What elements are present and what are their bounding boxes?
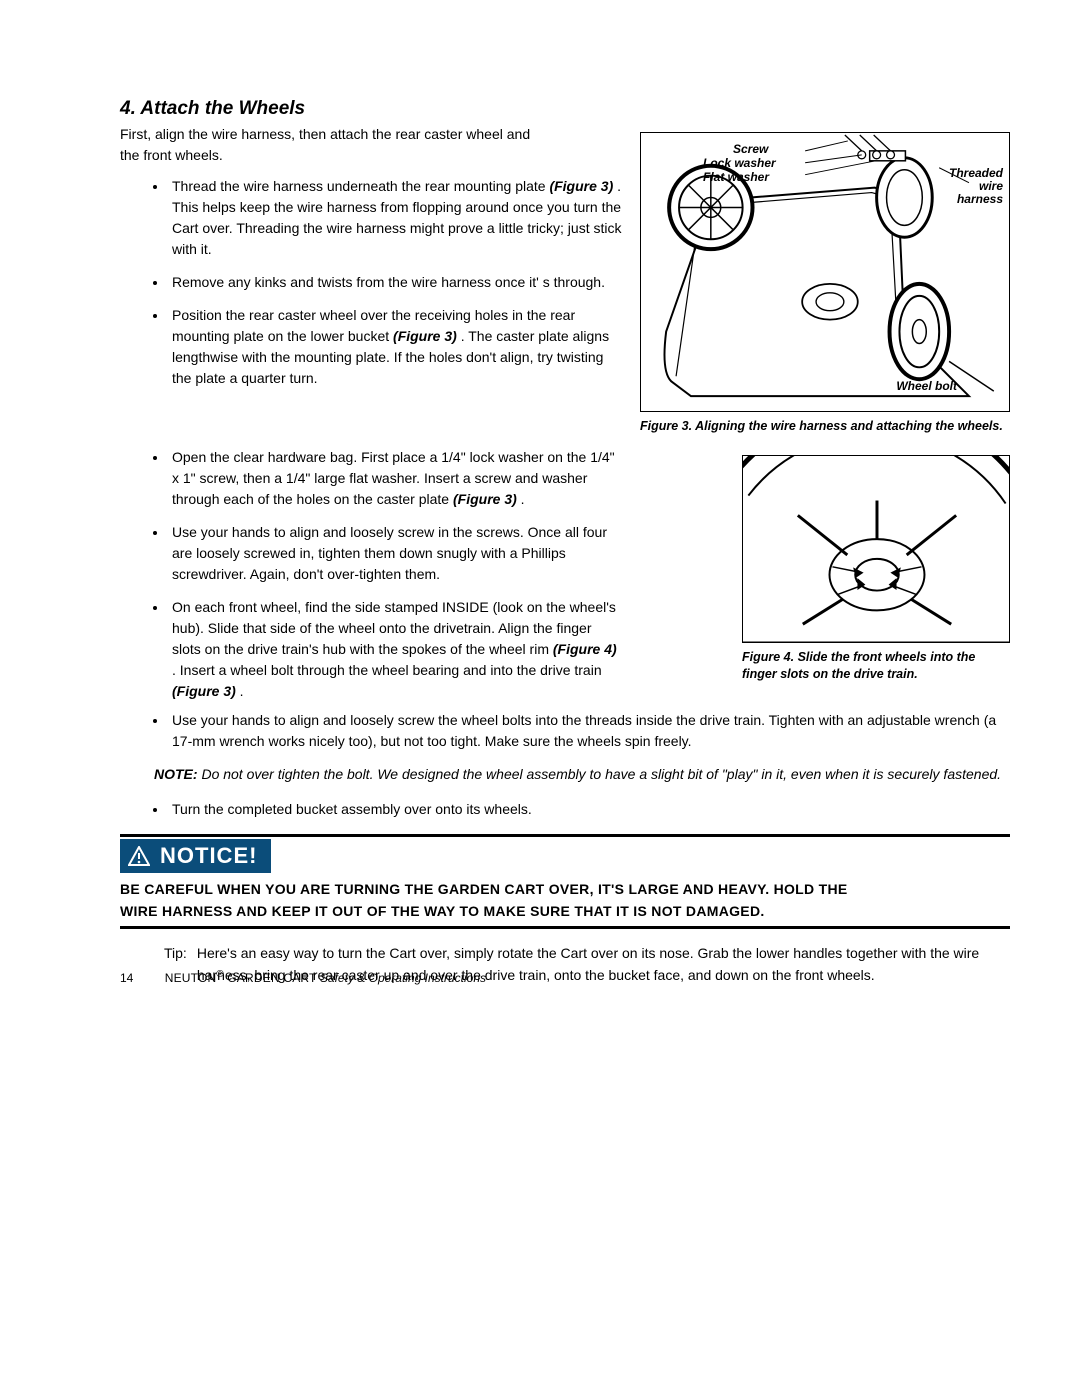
figure-reference: (Figure 3): [453, 491, 517, 507]
text: On each front wheel, find the side stamp…: [172, 599, 616, 657]
text: WIRE HARNESS AND KEEP IT OUT OF THE WAY …: [120, 903, 765, 919]
note-text: Do not over tighten the bolt. We designe…: [201, 766, 1001, 782]
page-footer: 14 NEUTON® GARDEN CART Safety & Operatin…: [120, 969, 486, 985]
doc-title: Safety & Operating Instructions: [320, 971, 486, 985]
mid-row: Open the clear hardware bag. First place…: [120, 447, 1010, 714]
text: Turn the completed bucket assembly over …: [172, 801, 532, 817]
text: Thread the wire harness underneath the r…: [172, 178, 549, 194]
label-lock-washer: Lock washer: [703, 157, 776, 170]
text: .: [521, 491, 525, 507]
list-item: Open the clear hardware bag. First place…: [168, 447, 620, 510]
divider-top: [120, 834, 1010, 837]
figure-3-box: Screw Lock washer Flat washer Threaded w…: [640, 132, 1010, 412]
label-screw: Screw: [733, 143, 768, 156]
text: Open the clear hardware bag. First place…: [172, 449, 615, 507]
list-item: Remove any kinks and twists from the wir…: [168, 272, 622, 293]
label-threaded-harness: Threaded wire harness: [949, 167, 1003, 207]
section-heading: 4. Attach the Wheels: [120, 98, 1010, 120]
bullet-list-top: Thread the wire harness underneath the r…: [120, 176, 622, 389]
divider-bottom: [120, 926, 1010, 929]
list-item: Use your hands to align and loosely scre…: [168, 710, 1010, 752]
product-name: GARDEN CART: [224, 971, 320, 985]
text: Use your hands to align and loosely scre…: [172, 524, 607, 582]
figure-reference: (Figure 3): [549, 178, 613, 194]
note-label: NOTE:: [154, 766, 198, 782]
mid-right: Figure 4. Slide the front wheels into th…: [742, 447, 1010, 714]
right-column: Screw Lock washer Flat washer Threaded w…: [640, 124, 1010, 453]
bullet-list-after-note: Turn the completed bucket assembly over …: [120, 799, 1010, 820]
list-item: Use your hands to align and loosely scre…: [168, 522, 620, 585]
mid-left: Open the clear hardware bag. First place…: [120, 447, 620, 714]
figure-4-box: [742, 455, 1010, 643]
page-number: 14: [120, 971, 133, 985]
intro-paragraph: First, align the wire harness, then atta…: [120, 124, 540, 166]
bullet-list-full: Use your hands to align and loosely scre…: [120, 710, 1010, 752]
notice-badge: NOTICE!: [120, 839, 271, 873]
figure-reference: (Figure 4): [553, 641, 617, 657]
figure-3-caption: Figure 3. Aligning the wire harness and …: [640, 418, 1010, 435]
label-wheel-bolt: Wheel bolt: [896, 380, 957, 393]
text: . Insert a wheel bolt through the wheel …: [172, 662, 602, 678]
label-flat-washer: Flat washer: [703, 171, 769, 184]
brand-name: NEUTON: [165, 971, 217, 985]
text: .: [240, 683, 244, 699]
manual-page: 4. Attach the Wheels First, align the wi…: [0, 0, 1080, 1027]
wheel-closeup-icon: [743, 456, 1009, 642]
list-item: On each front wheel, find the side stamp…: [168, 597, 620, 702]
figure-reference: (Figure 3): [172, 683, 236, 699]
bullet-list-mid: Open the clear hardware bag. First place…: [120, 447, 620, 702]
registered-mark: ®: [216, 969, 223, 980]
top-row: First, align the wire harness, then atta…: [120, 124, 1010, 453]
text: Use your hands to align and loosely scre…: [172, 712, 996, 749]
warning-triangle-icon: [128, 846, 150, 866]
text: BE CAREFUL WHEN YOU ARE TURNING THE GARD…: [120, 881, 848, 897]
figure-reference: (Figure 3): [393, 328, 457, 344]
list-item: Position the rear caster wheel over the …: [168, 305, 622, 389]
list-item: Thread the wire harness underneath the r…: [168, 176, 622, 260]
notice-text: BE CAREFUL WHEN YOU ARE TURNING THE GARD…: [120, 879, 1010, 922]
note-paragraph: NOTE: Do not over tighten the bolt. We d…: [154, 764, 1010, 785]
text: Remove any kinks and twists from the wir…: [172, 274, 605, 290]
figure-4-caption: Figure 4. Slide the front wheels into th…: [742, 649, 1010, 683]
left-column: First, align the wire harness, then atta…: [120, 124, 622, 453]
notice-label: NOTICE!: [160, 843, 257, 869]
list-item: Turn the completed bucket assembly over …: [168, 799, 1010, 820]
